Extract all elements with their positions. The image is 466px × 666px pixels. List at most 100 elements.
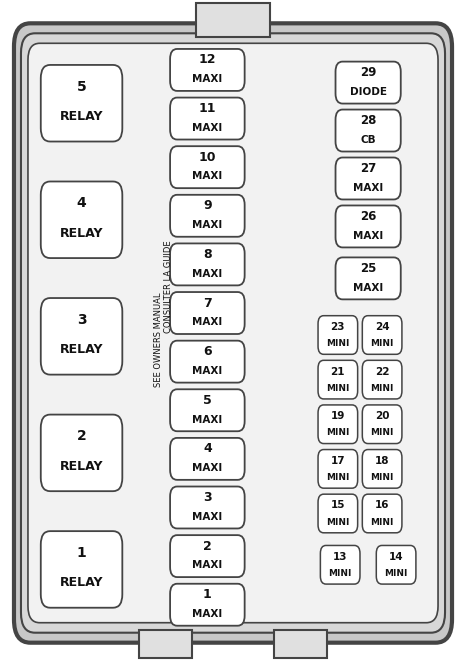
FancyBboxPatch shape (21, 33, 445, 633)
Text: 19: 19 (331, 411, 345, 422)
Text: 28: 28 (360, 114, 377, 127)
FancyBboxPatch shape (377, 545, 416, 584)
FancyBboxPatch shape (170, 389, 245, 432)
Text: 23: 23 (330, 322, 345, 332)
FancyBboxPatch shape (336, 258, 401, 300)
FancyBboxPatch shape (363, 450, 402, 488)
FancyBboxPatch shape (170, 49, 245, 91)
Text: 21: 21 (330, 366, 345, 377)
Text: MINI: MINI (326, 339, 350, 348)
Text: 3: 3 (203, 491, 212, 504)
Text: 2: 2 (77, 429, 86, 444)
Text: MAXI: MAXI (353, 282, 383, 293)
Text: 9: 9 (203, 199, 212, 212)
Text: RELAY: RELAY (60, 226, 103, 240)
Text: MINI: MINI (370, 428, 394, 438)
Text: MAXI: MAXI (192, 317, 222, 328)
Text: MINI: MINI (326, 517, 350, 527)
Text: MINI: MINI (370, 339, 394, 348)
Text: 10: 10 (199, 151, 216, 164)
FancyBboxPatch shape (336, 62, 401, 103)
FancyBboxPatch shape (318, 316, 358, 354)
FancyBboxPatch shape (41, 181, 122, 258)
Text: 5: 5 (77, 79, 86, 94)
FancyBboxPatch shape (170, 438, 245, 480)
Bar (308, 304, 411, 495)
Text: MAXI: MAXI (192, 74, 222, 85)
FancyBboxPatch shape (318, 405, 358, 444)
Text: 29: 29 (360, 66, 377, 79)
Text: 12: 12 (199, 53, 216, 67)
Text: RELAY: RELAY (60, 110, 103, 123)
Text: MAXI: MAXI (192, 511, 222, 522)
Text: 4: 4 (203, 442, 212, 456)
FancyBboxPatch shape (170, 583, 245, 626)
Text: MINI: MINI (326, 384, 350, 393)
Text: 2: 2 (203, 539, 212, 553)
FancyBboxPatch shape (170, 292, 245, 334)
Text: MAXI: MAXI (192, 268, 222, 279)
FancyBboxPatch shape (336, 157, 401, 200)
Text: MAXI: MAXI (192, 220, 222, 230)
FancyBboxPatch shape (336, 205, 401, 247)
Text: RELAY: RELAY (60, 576, 103, 589)
FancyBboxPatch shape (170, 486, 245, 529)
Text: MAXI: MAXI (353, 182, 383, 193)
Bar (312, 495, 407, 539)
FancyBboxPatch shape (170, 341, 245, 382)
FancyBboxPatch shape (170, 147, 245, 188)
Text: MAXI: MAXI (192, 609, 222, 619)
Text: CB: CB (360, 135, 376, 145)
Text: 17: 17 (330, 456, 345, 466)
Text: 22: 22 (375, 366, 390, 377)
Text: 6: 6 (203, 345, 212, 358)
Text: MINI: MINI (326, 473, 350, 482)
Text: 8: 8 (203, 248, 212, 261)
Text: RELAY: RELAY (60, 343, 103, 356)
Text: 13: 13 (333, 551, 348, 562)
Text: MAXI: MAXI (192, 171, 222, 182)
FancyBboxPatch shape (41, 531, 122, 607)
FancyBboxPatch shape (318, 494, 358, 533)
Text: MAXI: MAXI (192, 414, 222, 425)
FancyBboxPatch shape (363, 316, 402, 354)
Text: 4: 4 (77, 196, 86, 210)
Bar (139, 630, 192, 658)
Text: 18: 18 (375, 456, 390, 466)
FancyBboxPatch shape (170, 98, 245, 140)
FancyBboxPatch shape (41, 298, 122, 374)
Text: 25: 25 (360, 262, 377, 275)
FancyBboxPatch shape (41, 414, 122, 492)
FancyBboxPatch shape (363, 360, 402, 399)
Text: MINI: MINI (329, 569, 352, 578)
Text: MINI: MINI (370, 473, 394, 482)
Text: 20: 20 (375, 411, 390, 422)
Text: RELAY: RELAY (60, 460, 103, 473)
Text: SEE OWNERS MANUAL: SEE OWNERS MANUAL (154, 292, 163, 387)
FancyBboxPatch shape (318, 450, 358, 488)
FancyBboxPatch shape (363, 494, 402, 533)
FancyBboxPatch shape (318, 360, 358, 399)
Text: 27: 27 (360, 162, 376, 175)
FancyBboxPatch shape (170, 243, 245, 285)
Text: 1: 1 (203, 588, 212, 601)
Text: MAXI: MAXI (192, 560, 222, 571)
Bar (274, 630, 327, 658)
Text: MINI: MINI (384, 569, 408, 578)
Text: 15: 15 (330, 500, 345, 511)
Text: MAXI: MAXI (192, 463, 222, 474)
Text: MAXI: MAXI (353, 230, 383, 241)
Text: MINI: MINI (370, 384, 394, 393)
Text: MAXI: MAXI (192, 366, 222, 376)
Bar (196, 3, 270, 37)
Bar (26, 53, 137, 613)
Text: 3: 3 (77, 312, 86, 327)
Text: 26: 26 (360, 210, 377, 223)
Text: DIODE: DIODE (350, 87, 387, 97)
Text: 24: 24 (375, 322, 390, 332)
Text: MINI: MINI (370, 517, 394, 527)
Text: CONSULTER LA GUIDE: CONSULTER LA GUIDE (164, 240, 173, 333)
FancyBboxPatch shape (363, 405, 402, 444)
FancyBboxPatch shape (14, 23, 452, 643)
Text: 16: 16 (375, 500, 390, 511)
